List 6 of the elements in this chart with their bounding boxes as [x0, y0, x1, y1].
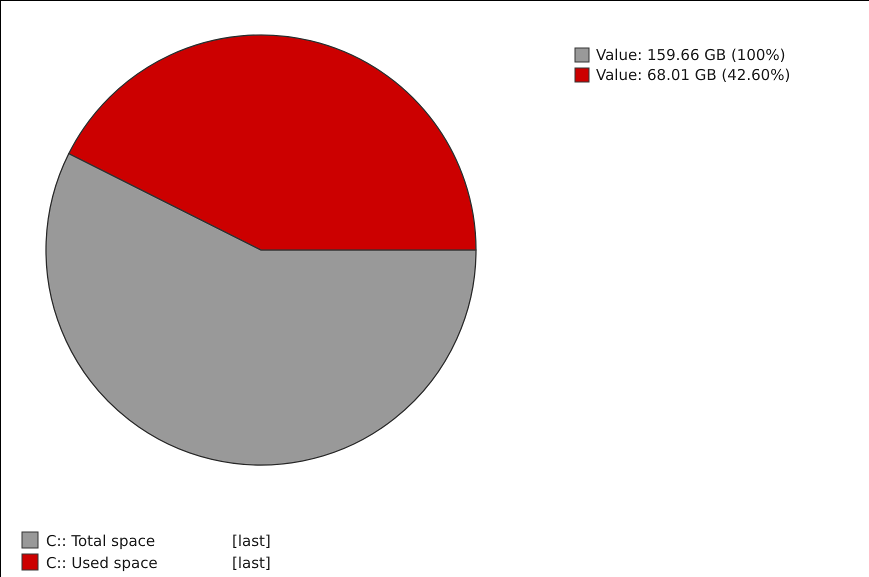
text: Value: 68.01 GB (42.60%) — [596, 66, 790, 84]
legend-label: C:: Used space — [46, 554, 158, 572]
text: [last] — [232, 554, 271, 572]
text: [last] — [232, 532, 271, 550]
text: Value: 159.66 GB (100%) — [596, 46, 786, 64]
legend-label: C:: Total space — [46, 532, 156, 550]
